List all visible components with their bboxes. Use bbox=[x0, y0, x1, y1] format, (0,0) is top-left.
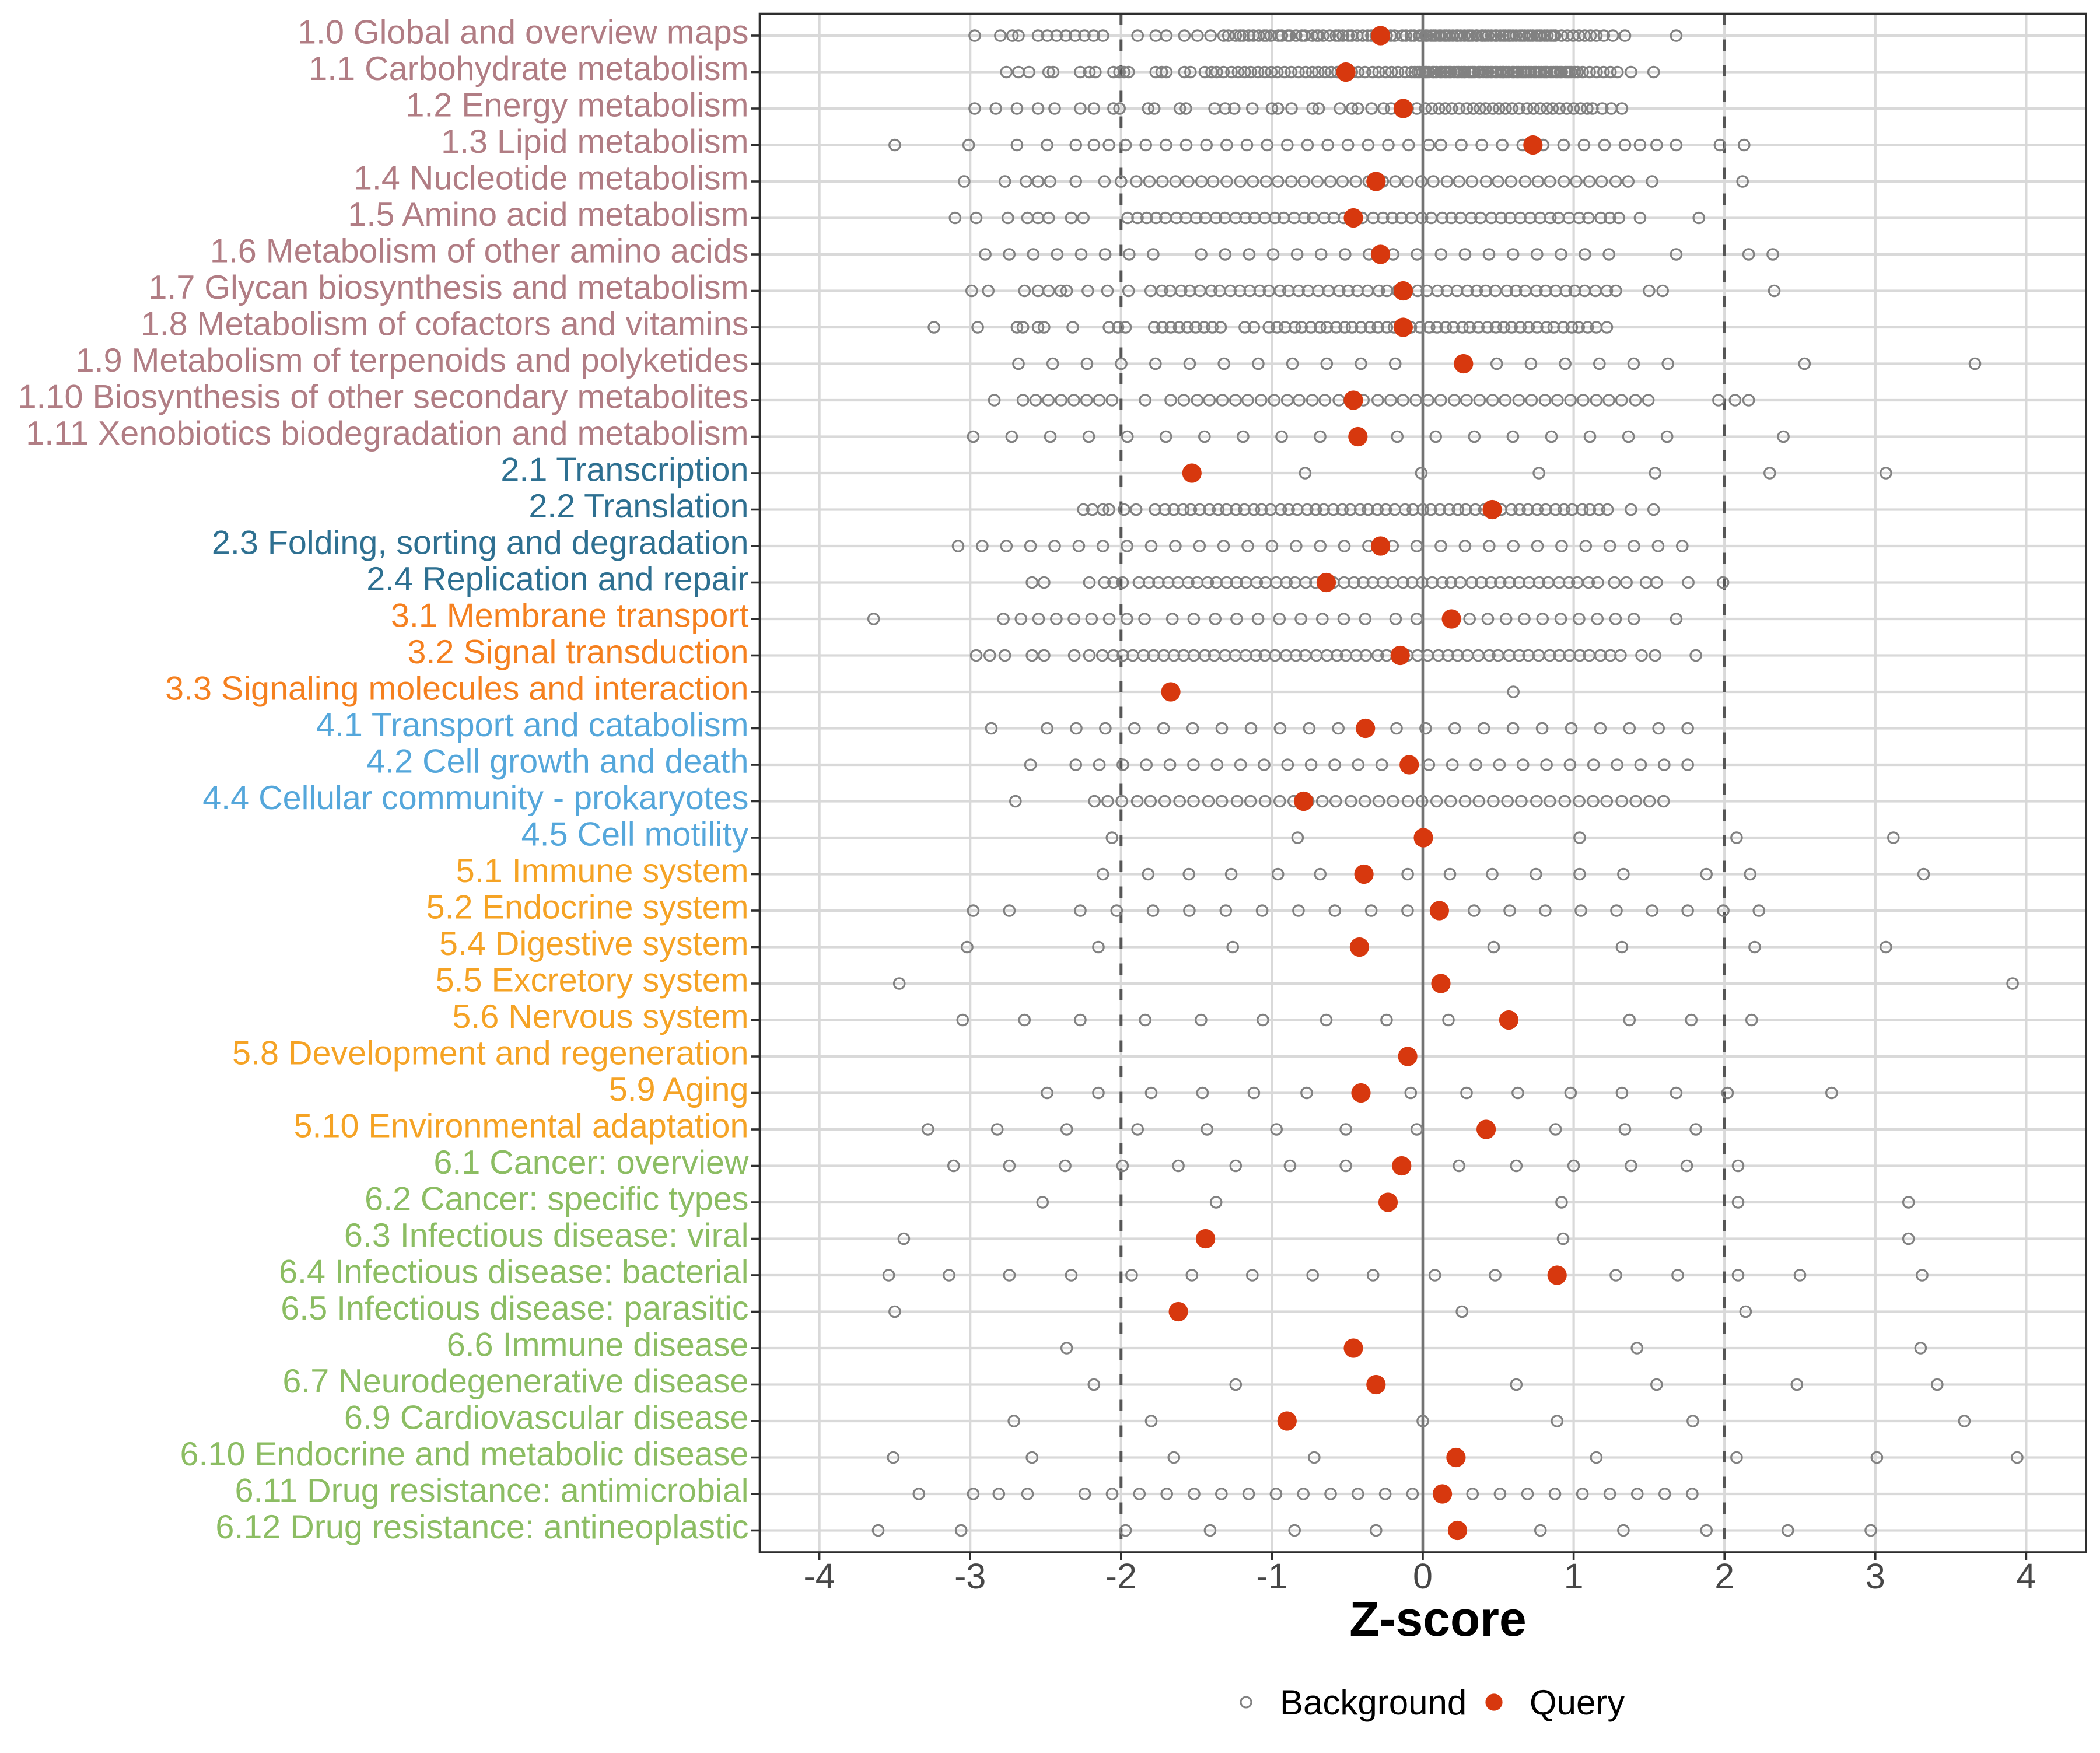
svg-text:3: 3 bbox=[1866, 1556, 1885, 1596]
svg-text:3.3 Signaling molecules and in: 3.3 Signaling molecules and interaction bbox=[165, 670, 749, 708]
svg-text:1.11 Xenobiotics biodegradatio: 1.11 Xenobiotics biodegradation and meta… bbox=[26, 415, 748, 452]
svg-text:1.7 Glycan biosynthesis and me: 1.7 Glycan biosynthesis and metabolism bbox=[148, 269, 748, 306]
svg-text:2.1 Transcription: 2.1 Transcription bbox=[501, 452, 748, 489]
svg-text:3.1 Membrane transport: 3.1 Membrane transport bbox=[391, 597, 749, 635]
svg-text:6.2 Cancer: specific types: 6.2 Cancer: specific types bbox=[365, 1181, 748, 1218]
svg-text:6.11 Drug resistance: antimicr: 6.11 Drug resistance: antimicrobial bbox=[235, 1472, 748, 1510]
svg-text:6.9 Cardiovascular disease: 6.9 Cardiovascular disease bbox=[344, 1399, 749, 1437]
svg-text:6.1 Cancer: overview: 6.1 Cancer: overview bbox=[433, 1144, 749, 1181]
svg-text:5.5 Excretory system: 5.5 Excretory system bbox=[436, 962, 749, 999]
svg-text:0: 0 bbox=[1413, 1556, 1433, 1596]
svg-text:4: 4 bbox=[2016, 1556, 2036, 1596]
svg-text:5.8 Development and regenerati: 5.8 Development and regeneration bbox=[232, 1035, 748, 1072]
svg-text:6.3 Infectious disease: viral: 6.3 Infectious disease: viral bbox=[344, 1217, 749, 1254]
svg-text:4.5 Cell motility: 4.5 Cell motility bbox=[522, 816, 749, 853]
svg-text:1.1 Carbohydrate metabolism: 1.1 Carbohydrate metabolism bbox=[309, 50, 748, 88]
svg-text:-3: -3 bbox=[954, 1556, 986, 1596]
svg-text:5.6 Nervous system: 5.6 Nervous system bbox=[452, 998, 748, 1035]
svg-text:1.6 Metabolism of other amino: 1.6 Metabolism of other amino acids bbox=[210, 233, 749, 270]
svg-text:1.9 Metabolism of terpenoids a: 1.9 Metabolism of terpenoids and polyket… bbox=[76, 342, 749, 379]
svg-text:4.4 Cellular community - proka: 4.4 Cellular community - prokaryotes bbox=[202, 779, 748, 817]
svg-text:Background: Background bbox=[1280, 1683, 1466, 1722]
svg-text:2.4 Replication and repair: 2.4 Replication and repair bbox=[366, 561, 748, 598]
svg-text:6.12 Drug resistance: antineop: 6.12 Drug resistance: antineoplastic bbox=[215, 1509, 748, 1546]
svg-text:-4: -4 bbox=[803, 1556, 835, 1596]
svg-text:2.3 Folding, sorting and degra: 2.3 Folding, sorting and degradation bbox=[212, 524, 749, 562]
svg-text:5.9 Aging: 5.9 Aging bbox=[609, 1071, 749, 1108]
svg-text:5.2 Endocrine system: 5.2 Endocrine system bbox=[426, 889, 749, 926]
svg-text:4.1 Transport and catabolism: 4.1 Transport and catabolism bbox=[316, 706, 749, 744]
svg-text:1.5 Amino acid metabolism: 1.5 Amino acid metabolism bbox=[348, 196, 748, 233]
svg-text:6.10 Endocrine and metabolic d: 6.10 Endocrine and metabolic disease bbox=[180, 1436, 749, 1473]
svg-text:6.5 Infectious disease: parasi: 6.5 Infectious disease: parasitic bbox=[281, 1290, 748, 1327]
svg-text:4.2 Cell growth and death: 4.2 Cell growth and death bbox=[366, 743, 748, 781]
svg-text:2: 2 bbox=[1714, 1556, 1734, 1596]
svg-text:1.4 Nucleotide metabolism: 1.4 Nucleotide metabolism bbox=[354, 160, 749, 197]
svg-text:1.2 Energy metabolism: 1.2 Energy metabolism bbox=[405, 87, 748, 124]
svg-text:2.2 Translation: 2.2 Translation bbox=[528, 488, 748, 525]
svg-text:5.10 Environmental adaptation: 5.10 Environmental adaptation bbox=[294, 1108, 749, 1145]
svg-text:5.1 Immune system: 5.1 Immune system bbox=[456, 852, 749, 890]
svg-text:Query: Query bbox=[1530, 1683, 1625, 1722]
svg-text:6.7 Neurodegenerative disease: 6.7 Neurodegenerative disease bbox=[282, 1363, 748, 1400]
svg-text:Z-score: Z-score bbox=[1349, 1591, 1526, 1646]
svg-text:6.4 Infectious disease: bacter: 6.4 Infectious disease: bacterial bbox=[279, 1254, 748, 1291]
svg-text:6.6 Immune disease: 6.6 Immune disease bbox=[447, 1327, 749, 1364]
svg-text:1.8 Metabolism of cofactors an: 1.8 Metabolism of cofactors and vitamins bbox=[141, 306, 749, 343]
svg-text:-1: -1 bbox=[1256, 1556, 1287, 1596]
svg-text:3.2 Signal transduction: 3.2 Signal transduction bbox=[408, 634, 749, 671]
svg-text:-2: -2 bbox=[1105, 1556, 1137, 1596]
svg-text:1.10 Biosynthesis of other sec: 1.10 Biosynthesis of other secondary met… bbox=[18, 379, 749, 416]
svg-text:1.0 Global and overview maps: 1.0 Global and overview maps bbox=[298, 14, 748, 51]
svg-text:5.4 Digestive system: 5.4 Digestive system bbox=[439, 925, 748, 963]
svg-text:1: 1 bbox=[1564, 1556, 1584, 1596]
svg-text:1.3 Lipid metabolism: 1.3 Lipid metabolism bbox=[441, 123, 748, 160]
